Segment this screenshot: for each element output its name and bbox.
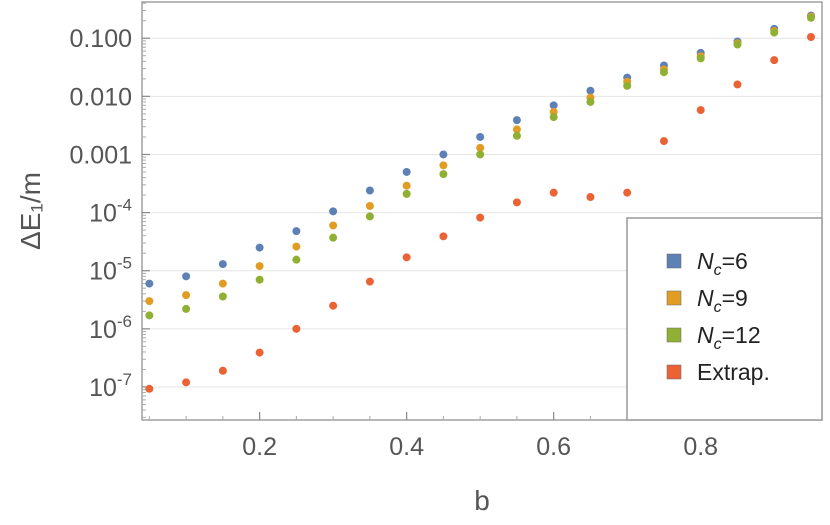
data-point xyxy=(218,260,227,269)
data-point xyxy=(512,125,521,134)
plot-frame xyxy=(141,1,823,421)
legend-swatch xyxy=(666,253,682,269)
data-point xyxy=(329,301,338,310)
data-point xyxy=(145,297,154,306)
data-point xyxy=(365,186,374,195)
axis-ticks xyxy=(142,2,812,420)
x-tick-label: 0.4 xyxy=(389,433,424,461)
data-point xyxy=(476,150,485,159)
x-tick-label: 0.2 xyxy=(242,433,277,461)
data-point xyxy=(623,81,632,90)
legend-label: Nc=12 xyxy=(697,322,761,353)
legend-label: Extrap. xyxy=(697,359,770,385)
data-point xyxy=(255,262,264,271)
x-axis-label: b xyxy=(474,485,490,516)
data-point xyxy=(439,150,448,159)
data-point xyxy=(549,101,558,110)
data-point xyxy=(292,242,301,251)
data-point xyxy=(329,207,338,216)
data-point xyxy=(439,232,448,241)
data-point xyxy=(292,324,301,333)
data-point xyxy=(623,188,632,197)
data-point xyxy=(476,213,485,222)
legend-swatch xyxy=(666,290,682,306)
series-4 xyxy=(145,32,815,393)
data-point xyxy=(512,131,521,140)
y-tick-label: 10-4 xyxy=(89,196,132,228)
data-point xyxy=(476,132,485,141)
x-tick-label: 0.6 xyxy=(536,433,571,461)
data-point xyxy=(255,275,264,284)
x-tick-labels: 0.2 0.4 0.6 0.8 xyxy=(242,433,718,461)
data-points xyxy=(145,11,815,393)
data-point xyxy=(586,193,595,202)
legend-box xyxy=(626,217,823,421)
data-point xyxy=(292,227,301,236)
data-point xyxy=(145,311,154,320)
data-point xyxy=(586,86,595,95)
data-point xyxy=(402,181,411,190)
data-point xyxy=(218,366,227,375)
data-point xyxy=(402,167,411,176)
data-point xyxy=(329,233,338,242)
data-point xyxy=(512,116,521,125)
data-point xyxy=(439,161,448,170)
data-point xyxy=(770,28,779,37)
data-point xyxy=(145,384,154,393)
data-point xyxy=(402,253,411,262)
y-axis-label: ΔE₁/m xyxy=(15,172,46,250)
series-3 xyxy=(145,13,815,320)
data-point xyxy=(586,97,595,106)
legend-label: Nc=9 xyxy=(697,285,748,316)
y-tick-label: 10-7 xyxy=(89,370,132,402)
data-point xyxy=(329,221,338,230)
legend-item: Nc=12 xyxy=(666,322,761,353)
data-point xyxy=(182,272,191,281)
legend-swatch xyxy=(666,327,682,343)
data-point xyxy=(218,292,227,301)
legend: Nc=6 Nc=9 Nc=12 Extrap. xyxy=(626,217,823,421)
data-point xyxy=(255,243,264,252)
y-tick-label: 10-6 xyxy=(89,312,132,344)
data-point xyxy=(659,137,668,146)
data-point xyxy=(292,255,301,264)
data-point xyxy=(365,201,374,210)
data-point xyxy=(182,378,191,387)
data-point xyxy=(806,13,815,22)
y-tick-label: 0.010 xyxy=(69,83,132,111)
data-point xyxy=(365,277,374,286)
legend-item: Extrap. xyxy=(666,359,770,385)
data-point xyxy=(182,291,191,300)
legend-item: Nc=6 xyxy=(666,248,748,279)
y-tick-labels: 10-7 10-6 10-5 10-4 0.001 0.010 0.100 xyxy=(69,25,132,402)
data-point xyxy=(770,56,779,65)
y-tick-label: 0.100 xyxy=(69,25,132,53)
data-point xyxy=(659,68,668,77)
y-tick-label: 0.001 xyxy=(69,141,132,169)
legend-swatch xyxy=(666,364,682,380)
y-tick-label: 10-5 xyxy=(89,254,132,286)
data-point xyxy=(696,54,705,63)
data-point xyxy=(549,113,558,122)
legend-label: Nc=6 xyxy=(697,248,748,279)
data-point xyxy=(255,348,264,357)
data-point xyxy=(476,143,485,152)
data-point xyxy=(439,170,448,179)
data-point xyxy=(182,304,191,313)
data-point xyxy=(402,189,411,198)
legend-item: Nc=9 xyxy=(666,285,748,316)
data-point xyxy=(218,279,227,288)
data-point xyxy=(733,80,742,89)
data-point xyxy=(696,106,705,115)
data-point xyxy=(512,198,521,207)
data-point xyxy=(145,279,154,288)
data-point xyxy=(365,212,374,221)
x-tick-label: 0.8 xyxy=(683,433,718,461)
data-point xyxy=(549,188,558,197)
data-point xyxy=(806,32,815,41)
data-point xyxy=(733,40,742,49)
